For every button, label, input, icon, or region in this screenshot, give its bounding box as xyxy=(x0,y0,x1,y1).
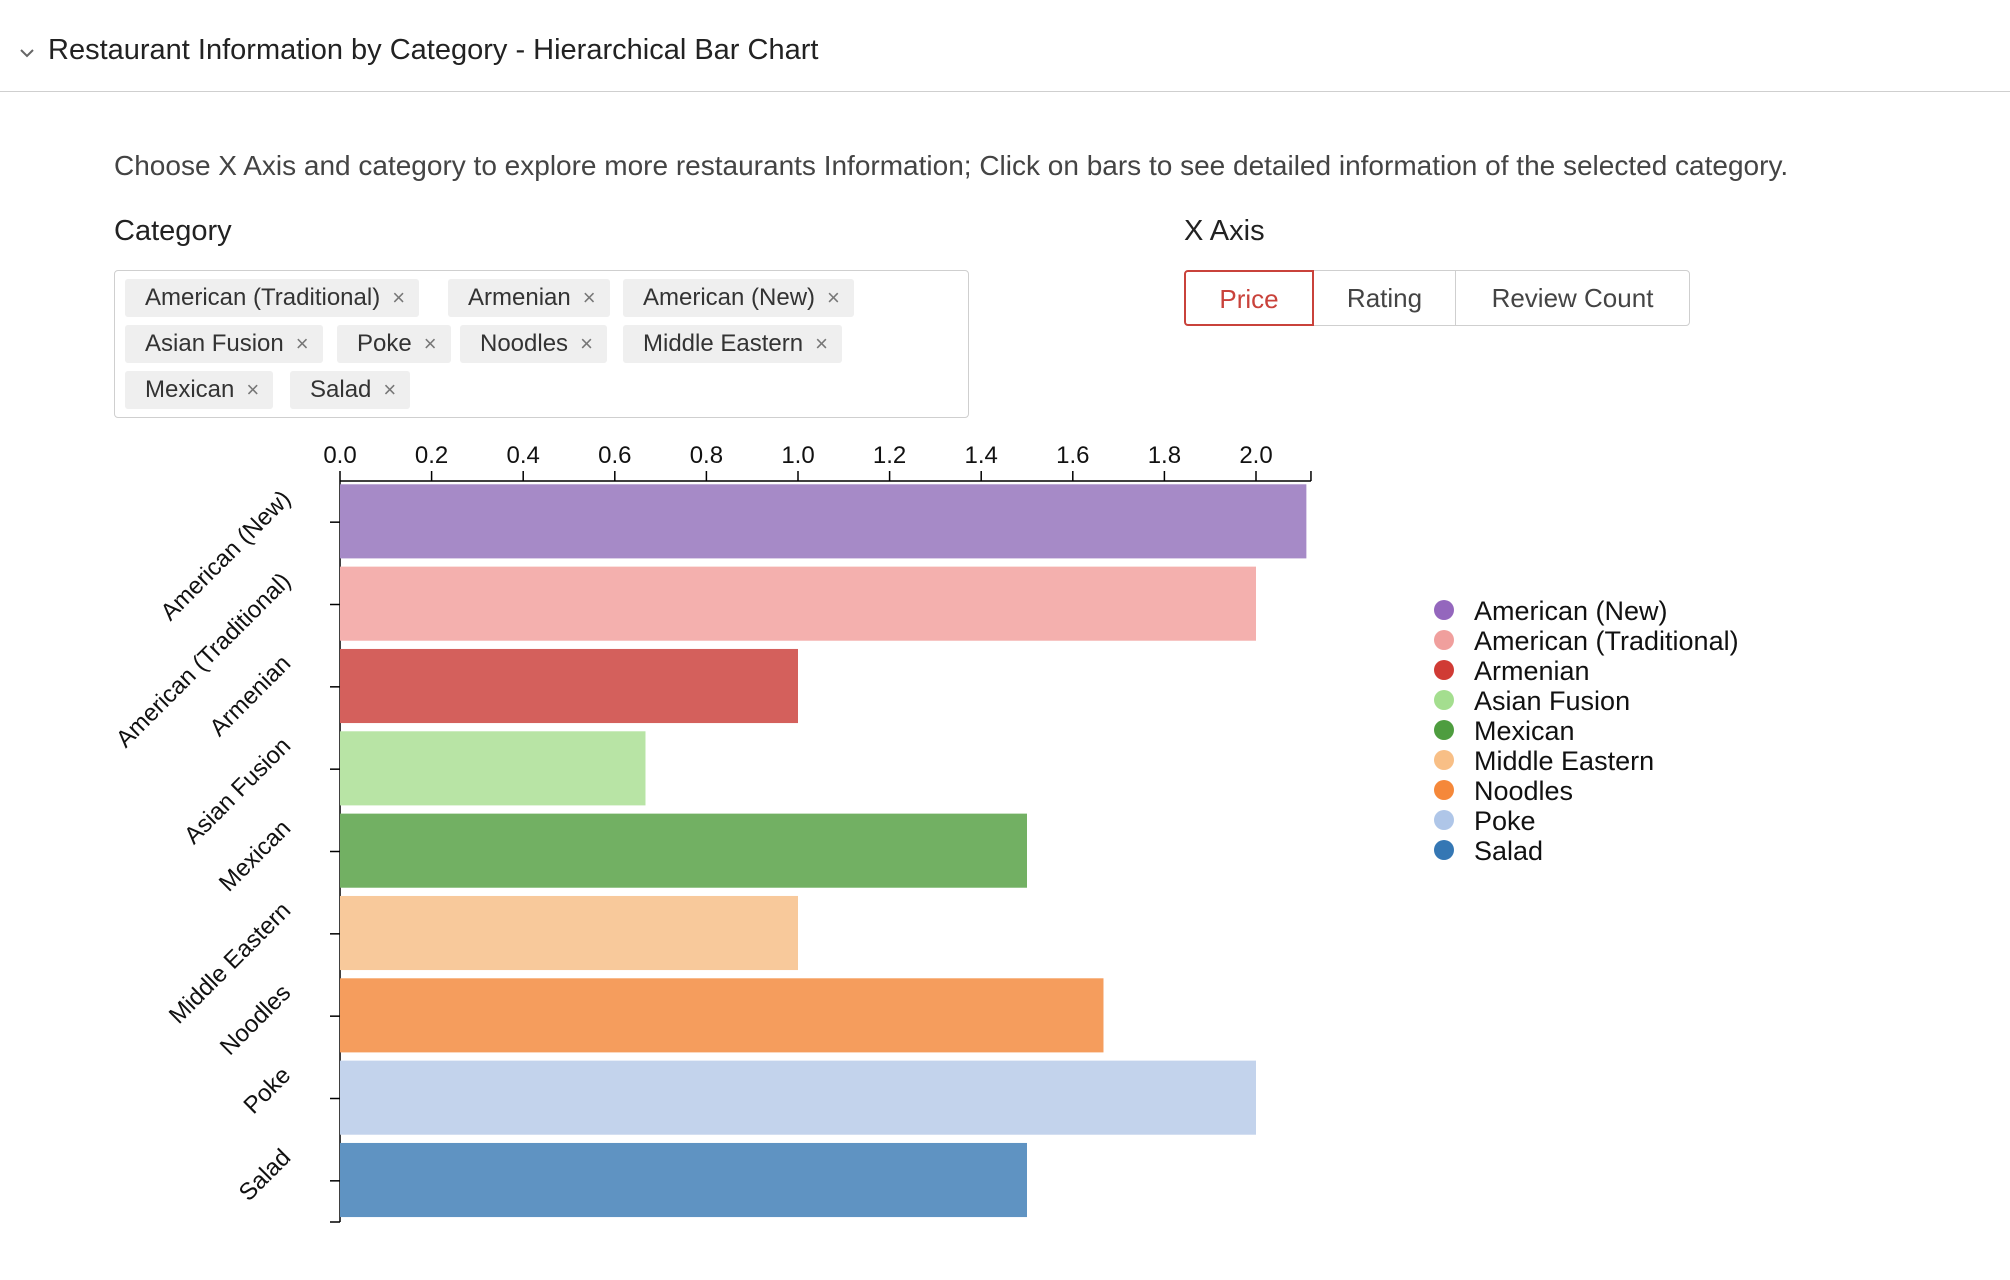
legend-label: Armenian xyxy=(1474,656,1590,686)
legend-swatch xyxy=(1434,720,1454,740)
legend-label: Asian Fusion xyxy=(1474,686,1630,716)
chevron-down-icon[interactable] xyxy=(18,44,36,62)
panel-title: Restaurant Information by Category - Hie… xyxy=(48,34,819,66)
legend-swatch xyxy=(1434,810,1454,830)
remove-tag-icon[interactable]: × xyxy=(580,331,593,356)
remove-tag-icon[interactable]: × xyxy=(423,331,437,356)
y-tick-label: Poke xyxy=(238,1062,296,1120)
bar[interactable] xyxy=(340,648,798,724)
panel-header: Restaurant Information by Category - Hie… xyxy=(0,0,2010,92)
x-tick-label: 0.6 xyxy=(598,442,631,469)
category-tag: Asian Fusion × xyxy=(125,325,323,363)
legend-label: American (New) xyxy=(1474,596,1668,626)
x-tick-label: 1.8 xyxy=(1148,442,1181,469)
bar[interactable] xyxy=(340,731,646,806)
category-tag: American (Traditional) × xyxy=(125,279,420,317)
remove-tag-icon[interactable]: × xyxy=(827,285,840,310)
legend-swatch xyxy=(1434,840,1454,860)
remove-tag-icon[interactable]: × xyxy=(582,285,596,310)
x-tick-label: 0.4 xyxy=(507,442,540,469)
legend-label: American (Traditional) xyxy=(1474,626,1739,656)
legend-label: Poke xyxy=(1474,806,1536,836)
legend-label: Middle Eastern xyxy=(1474,746,1654,776)
x-tick-label: 1.6 xyxy=(1056,442,1089,469)
y-tick-label: American (New) xyxy=(156,485,297,626)
remove-tag-icon[interactable]: × xyxy=(295,331,309,356)
category-tag: American (New) × xyxy=(623,279,854,317)
category-tag: Poke × xyxy=(337,325,451,363)
remove-tag-icon[interactable]: × xyxy=(815,331,828,356)
y-tick-label: Salad xyxy=(234,1144,297,1207)
y-tick-label: Mexican xyxy=(214,815,296,897)
category-tag: Middle Eastern × xyxy=(623,325,842,363)
remove-tag-icon[interactable]: × xyxy=(383,377,397,402)
x-tick-label: 0.2 xyxy=(415,442,448,469)
bar[interactable] xyxy=(340,1060,1256,1135)
legend-swatch xyxy=(1434,780,1454,800)
category-tag: Noodles × xyxy=(460,325,607,363)
x-tick-label: 1.2 xyxy=(873,442,906,469)
x-axis-option-rating[interactable]: Rating xyxy=(1313,270,1456,326)
y-tick-label: American (Traditional) xyxy=(111,568,296,753)
x-axis-label: X Axis xyxy=(1184,215,1265,247)
y-tick-label: Middle Eastern xyxy=(164,897,296,1029)
legend-swatch xyxy=(1434,690,1454,710)
y-tick-label: Armenian xyxy=(205,650,297,742)
bar[interactable] xyxy=(340,895,798,971)
legend-label: Salad xyxy=(1474,836,1543,866)
legend-swatch xyxy=(1434,660,1454,680)
remove-tag-icon[interactable]: × xyxy=(246,377,260,402)
instructions-text: Choose X Axis and category to explore mo… xyxy=(114,150,1789,181)
bar[interactable] xyxy=(340,1142,1027,1218)
bar[interactable] xyxy=(340,813,1027,888)
x-axis-option-review-count[interactable]: Review Count xyxy=(1455,270,1690,326)
legend-swatch xyxy=(1434,600,1454,620)
category-tag: Armenian × xyxy=(448,279,610,317)
bar[interactable] xyxy=(340,566,1256,641)
legend-swatch xyxy=(1434,630,1454,650)
category-multiselect[interactable]: American (Traditional) × Armenian × Americ… xyxy=(114,270,969,418)
x-tick-label: 1.0 xyxy=(781,442,814,469)
x-tick-label: 0.8 xyxy=(690,442,723,469)
x-axis-option-price[interactable]: Price xyxy=(1184,270,1314,326)
bar[interactable] xyxy=(340,978,1104,1053)
bar[interactable] xyxy=(340,484,1307,559)
legend-label: Noodles xyxy=(1474,776,1573,806)
remove-tag-icon[interactable]: × xyxy=(392,285,406,310)
x-tick-label: 2.0 xyxy=(1239,442,1272,469)
y-tick-label: Asian Fusion xyxy=(179,732,296,849)
category-tag: Mexican × xyxy=(125,371,274,409)
legend-swatch xyxy=(1434,750,1454,770)
x-tick-label: 1.4 xyxy=(965,442,998,469)
legend-label: Mexican xyxy=(1474,716,1575,746)
category-tag: Salad × xyxy=(290,371,411,409)
y-tick-label: Noodles xyxy=(215,979,296,1060)
category-label: Category xyxy=(114,215,232,247)
x-tick-label: 0.0 xyxy=(323,442,356,469)
